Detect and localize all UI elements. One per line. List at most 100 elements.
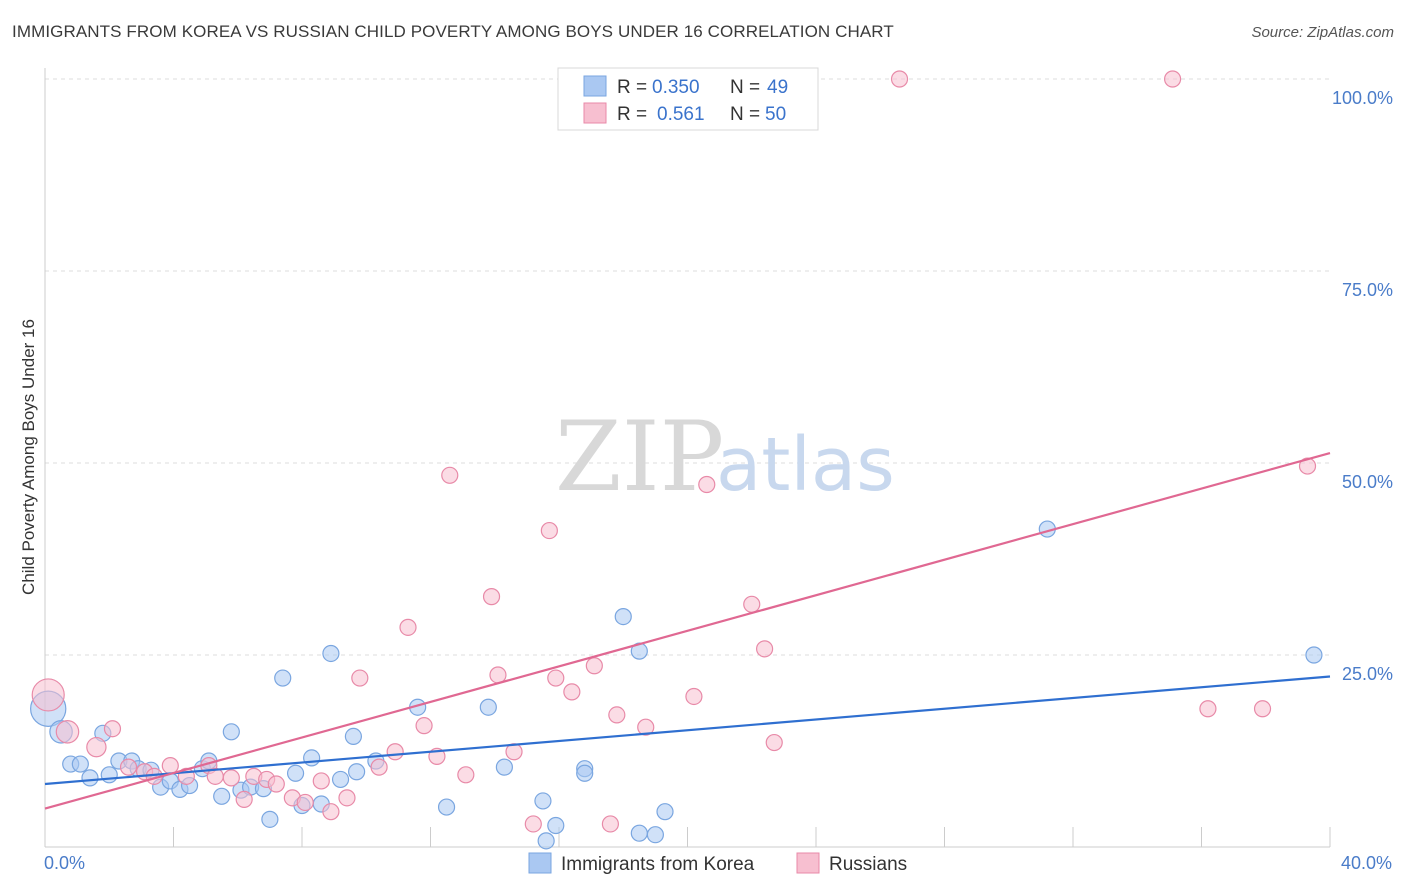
legend-n-value-korea: 49 (767, 77, 788, 98)
point-russians (585, 657, 603, 675)
y-axis-label: Child Poverty Among Boys Under 16 (19, 319, 38, 595)
y-tick-label: 75.0% (1342, 280, 1393, 300)
point-russians (222, 769, 240, 787)
point-korea (100, 766, 118, 784)
legend-r-label-korea: R = (617, 77, 647, 98)
point-russians (31, 678, 65, 712)
point-korea (213, 787, 231, 805)
point-russians (161, 756, 179, 775)
point-russians (1163, 70, 1182, 88)
bottom-legend-swatch-russians (796, 852, 820, 874)
point-russians (563, 683, 581, 701)
point-russians (608, 706, 626, 724)
bottom-legend-swatch-korea (528, 852, 552, 874)
point-russians (296, 793, 314, 812)
legend-swatch-russians (583, 102, 607, 124)
point-korea (322, 644, 340, 663)
legend-n-label-korea: N = (730, 77, 760, 98)
trend-line-korea (44, 675, 1331, 786)
point-russians (399, 618, 417, 636)
point-russians (235, 790, 253, 808)
point-russians (103, 720, 122, 738)
point-korea (479, 698, 497, 716)
point-korea (274, 669, 292, 687)
point-russians (765, 733, 783, 752)
point-russians (267, 775, 285, 793)
x-tick-label: 40.0% (1341, 853, 1392, 873)
data-points (30, 70, 1323, 850)
point-russians (890, 70, 909, 88)
y-tick-labels: 25.0% 50.0% 75.0% 100.0% (1332, 88, 1393, 684)
point-korea (261, 810, 279, 828)
y-tick-label: 50.0% (1342, 472, 1393, 492)
point-korea (614, 607, 632, 626)
x-tick-label: 0.0% (44, 853, 85, 873)
point-korea (630, 824, 648, 842)
bottom-legend-label-russians: Russians (829, 854, 907, 875)
trend-line-russians (44, 451, 1331, 810)
legend-n-label-russians: N = (730, 104, 760, 125)
point-korea (348, 763, 366, 781)
point-korea (437, 798, 456, 816)
point-russians (698, 475, 716, 494)
point-russians (370, 758, 388, 776)
legend: R = 0.350 N = 49 R = 0.561 N = 50 (557, 67, 819, 131)
point-russians (119, 758, 138, 776)
point-russians (547, 669, 565, 687)
point-russians (743, 595, 761, 613)
point-korea (81, 769, 99, 787)
point-russians (86, 736, 107, 758)
watermark-atlas: atlas (716, 422, 895, 508)
point-korea (1305, 646, 1323, 664)
point-korea (537, 832, 555, 850)
point-russians (637, 718, 655, 736)
bottom-legend: Immigrants from Korea Russians (528, 852, 907, 875)
point-korea (286, 764, 305, 782)
bottom-legend-label-korea: Immigrants from Korea (561, 854, 755, 875)
legend-n-value-russians: 50 (765, 104, 786, 125)
point-korea (71, 755, 89, 773)
legend-swatch-korea (583, 75, 607, 97)
point-russians (601, 815, 620, 833)
point-korea (344, 727, 362, 746)
point-russians (524, 815, 542, 833)
point-korea (646, 826, 664, 844)
point-russians (312, 772, 330, 790)
point-korea (303, 749, 321, 767)
chart-title: IMMIGRANTS FROM KOREA VS RUSSIAN CHILD P… (12, 22, 894, 41)
watermark: ZIP atlas (555, 401, 895, 513)
source-credit: Source: ZipAtlas.com (1251, 24, 1394, 41)
point-russians (338, 789, 356, 807)
point-russians (351, 669, 369, 687)
point-russians (540, 521, 558, 540)
point-russians (755, 640, 774, 658)
point-russians (1253, 700, 1272, 718)
point-korea (222, 723, 240, 741)
legend-r-value-korea: 0.350 (652, 77, 700, 98)
point-korea (547, 816, 565, 835)
point-russians (441, 466, 459, 484)
grid-lines (45, 78, 1330, 656)
point-russians (55, 719, 80, 744)
point-russians (1298, 457, 1317, 475)
point-russians (1199, 700, 1217, 718)
trend-lines (44, 451, 1331, 810)
x-tick-labels: 0.0% 40.0% (44, 853, 1392, 873)
y-tick-label: 100.0% (1332, 88, 1393, 108)
point-korea (576, 764, 594, 782)
watermark-zip: ZIP (555, 401, 724, 513)
legend-r-label-russians: R = (617, 104, 647, 125)
point-korea (495, 758, 513, 776)
point-korea (331, 770, 350, 789)
legend-r-value-russians: 0.561 (657, 104, 705, 125)
point-korea (656, 803, 674, 821)
point-russians (685, 687, 703, 706)
point-russians (415, 717, 433, 735)
y-tick-label: 25.0% (1342, 664, 1393, 684)
point-korea (534, 792, 552, 810)
point-russians (457, 766, 475, 784)
point-russians (482, 588, 501, 606)
point-russians (386, 743, 404, 761)
point-russians (322, 803, 340, 821)
